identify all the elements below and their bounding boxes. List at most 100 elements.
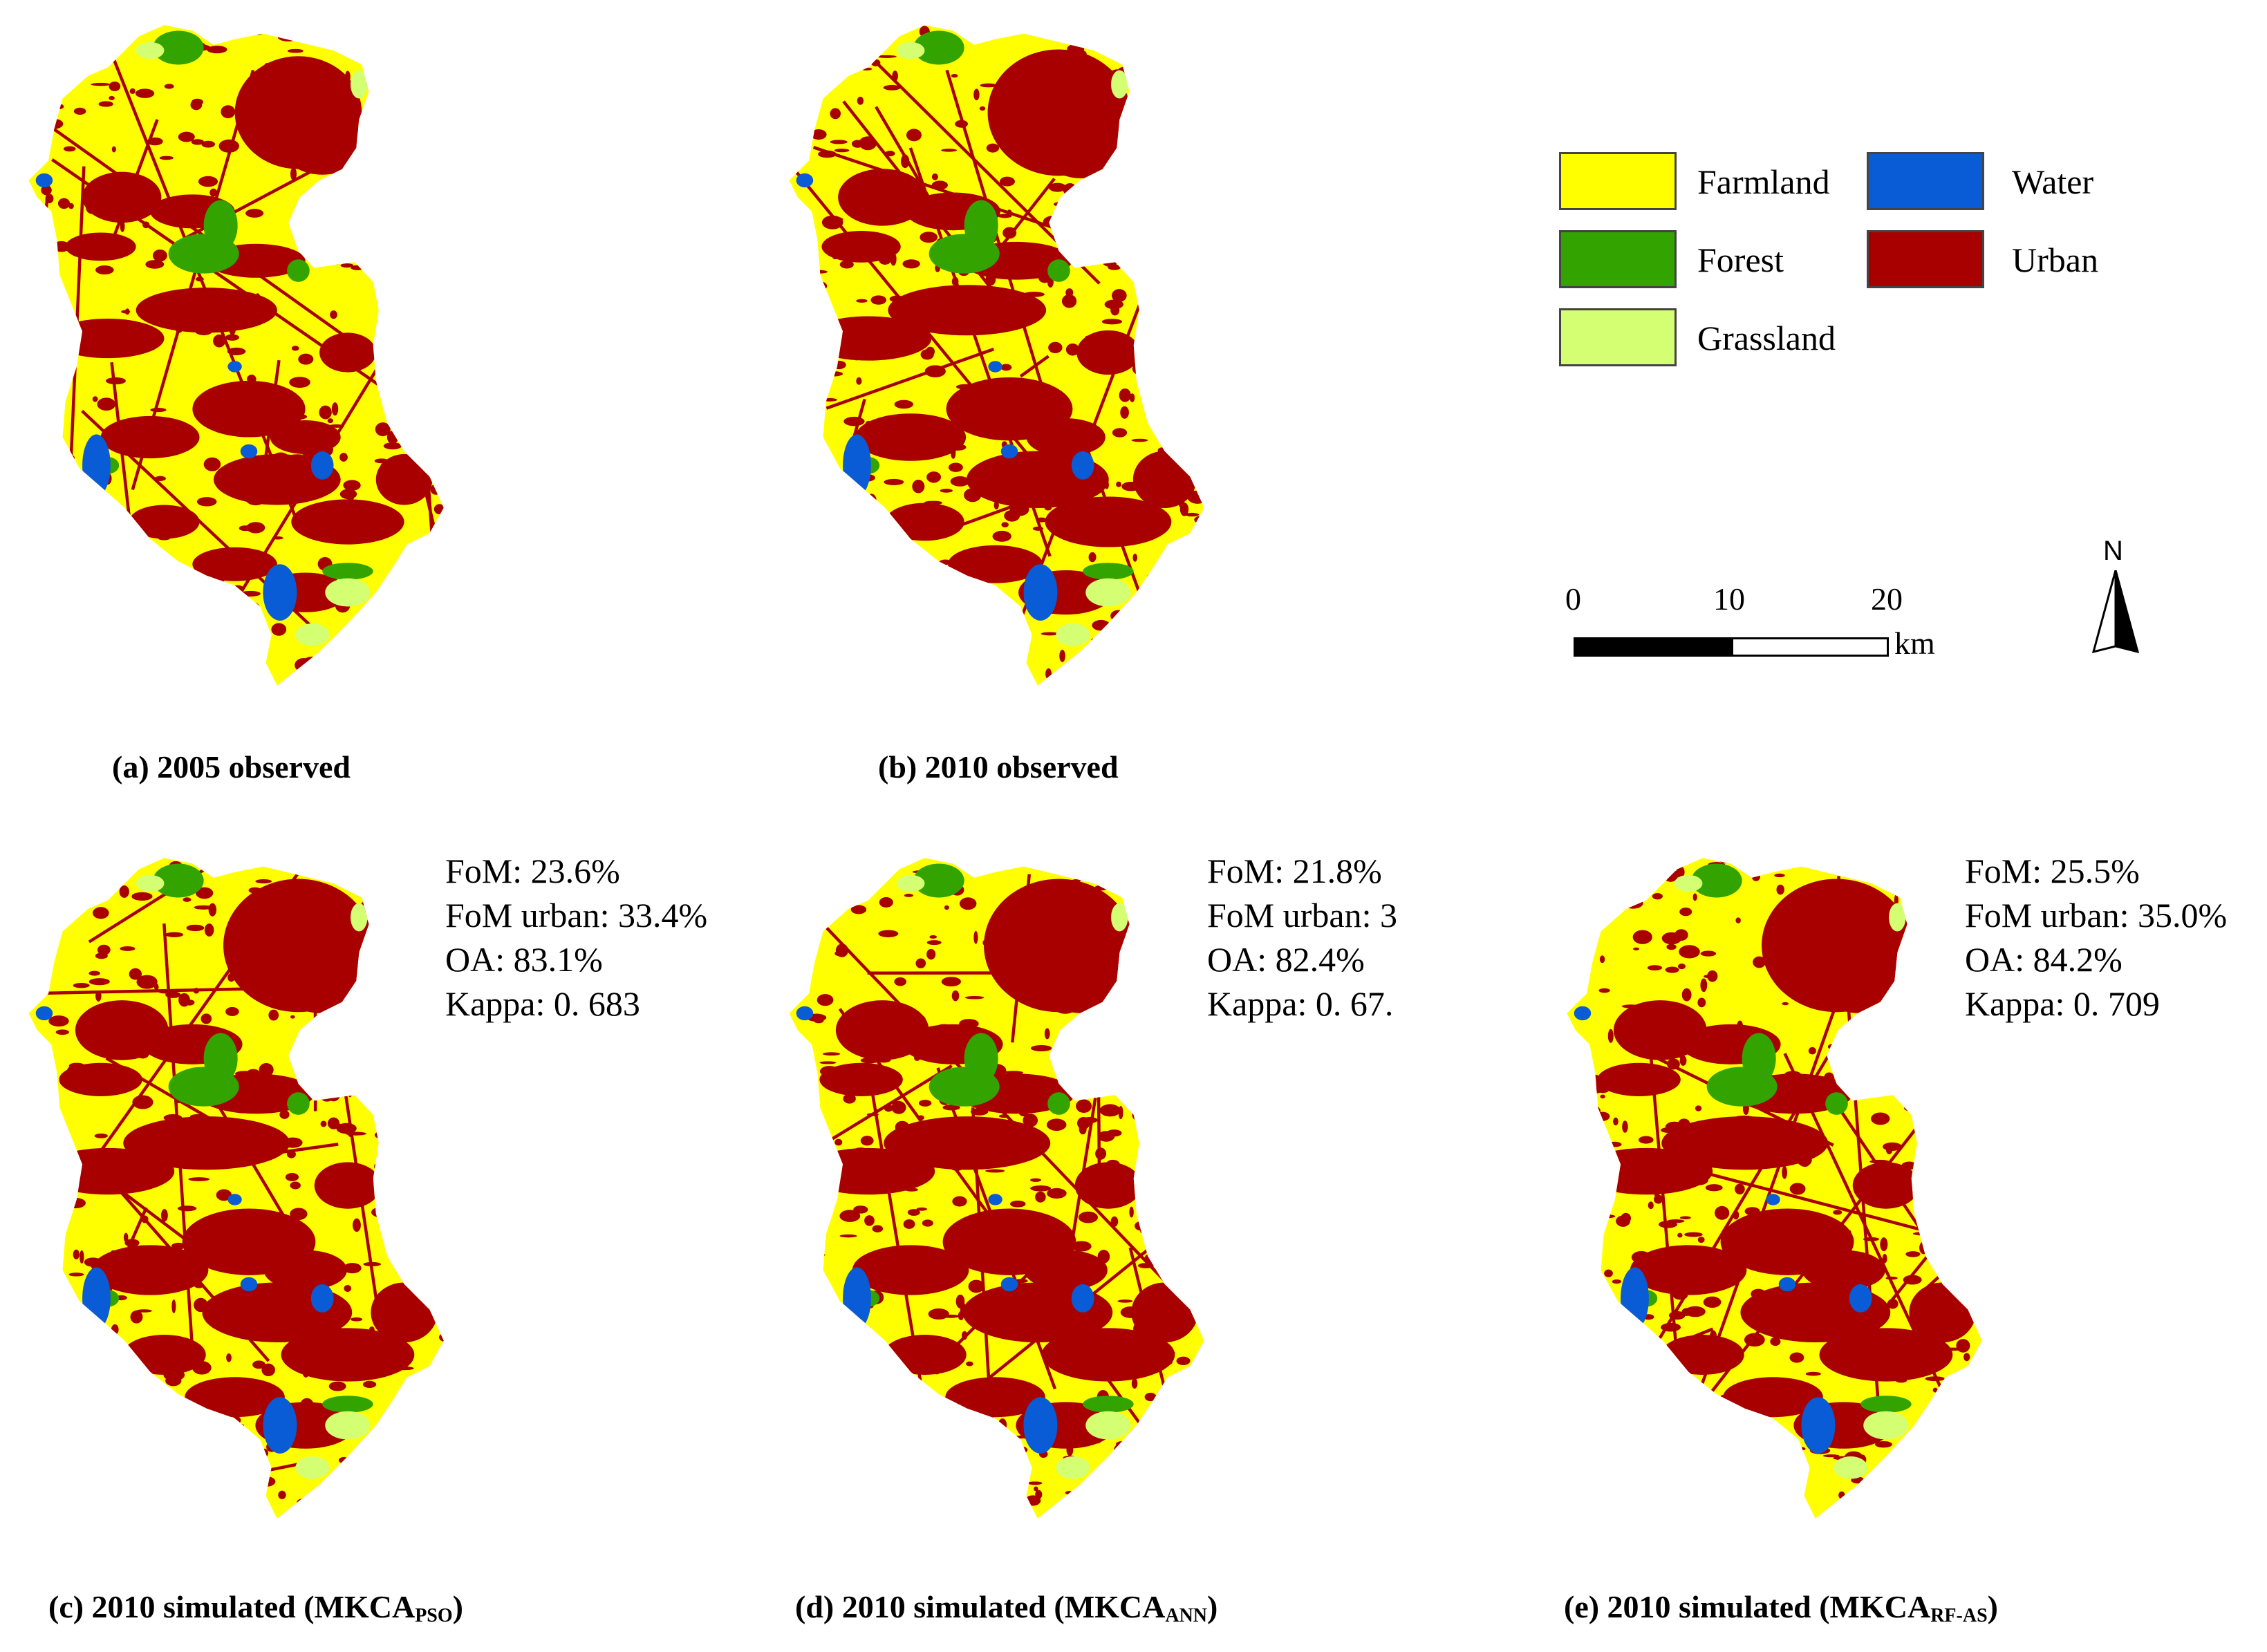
urban-patch (186, 924, 205, 932)
urban-patch (1622, 1120, 1628, 1133)
urban-patch (428, 859, 433, 868)
urban-patch (131, 892, 153, 901)
urban-patch (444, 241, 450, 251)
urban-patch (916, 657, 926, 670)
water-body (356, 158, 368, 180)
urban-patch (1139, 1445, 1159, 1452)
urban-patch (1636, 874, 1654, 879)
urban-patch (903, 1219, 915, 1229)
urban-patch (1165, 952, 1181, 958)
urban-patch (445, 1369, 460, 1374)
urban-patch (796, 398, 813, 404)
caption-a-text: (a) 2005 observed (112, 749, 351, 785)
urban-patch (1612, 1279, 1622, 1284)
urban-patch (392, 1132, 406, 1142)
urban-patch (63, 1298, 72, 1304)
urban-patch (836, 648, 848, 653)
urban-patch (65, 1140, 73, 1153)
urban-patch (232, 21, 243, 25)
urban-patch (831, 1302, 843, 1313)
urban-patch (1168, 864, 1182, 875)
urban-patch (920, 1508, 940, 1519)
urban-patch (790, 1387, 802, 1393)
urban-patch (1903, 1060, 1920, 1065)
urban-patch (915, 958, 926, 968)
urban-patch (1132, 1109, 1141, 1120)
urban-patch (396, 1399, 418, 1406)
grassland-patch (295, 1456, 330, 1479)
urban-patch (1000, 364, 1012, 371)
urban-patch (1700, 855, 1709, 858)
urban-patch (409, 1124, 420, 1137)
urban-patch (1170, 1429, 1189, 1441)
urban-patch (1852, 1162, 1920, 1209)
urban-patch (115, 1428, 128, 1441)
urban-patch (150, 408, 167, 413)
urban-corridor (75, 1340, 129, 1373)
urban-patch (154, 984, 159, 991)
urban-patch (417, 1425, 429, 1430)
urban-patch (411, 1060, 417, 1075)
urban-patch (53, 654, 71, 668)
urban-patch (1160, 206, 1182, 219)
urban-patch (941, 149, 958, 152)
urban-patch (1139, 199, 1155, 206)
urban-patch (920, 581, 937, 586)
urban-patch (35, 292, 41, 301)
urban-patch (262, 26, 277, 33)
urban-patch (968, 1279, 985, 1293)
urban-patch (894, 400, 913, 409)
urban-patch (815, 1336, 837, 1344)
urban-patch (1959, 1295, 1974, 1299)
urban-patch (1683, 1400, 1693, 1413)
urban-patch (1572, 1485, 1580, 1489)
urban-patch (213, 334, 226, 348)
urban-patch (314, 1162, 382, 1209)
urban-patch (340, 263, 354, 268)
land-use-map-b (789, 25, 1204, 686)
urban-patch (1882, 1254, 1887, 1264)
caption-b: (b) 2010 observed (878, 749, 1119, 785)
grassland-patch (896, 874, 925, 892)
urban-patch (398, 949, 407, 959)
urban-patch (1131, 438, 1148, 442)
urban-patch (1703, 1296, 1722, 1308)
urban-patch (1704, 975, 1711, 978)
urban-patch (821, 215, 843, 229)
caption-c-subscript: PSO (415, 1605, 453, 1626)
urban-patch (1659, 1221, 1677, 1228)
urban-patch (1158, 266, 1167, 274)
urban-patch (1045, 26, 1056, 35)
urban-patch (1929, 1412, 1938, 1425)
urban-patch (1599, 955, 1605, 964)
urban-patch (1948, 1470, 1970, 1479)
urban-patch (1150, 414, 1170, 424)
urban-patch (379, 147, 391, 157)
urban-patch (152, 1462, 169, 1467)
forest-patch (913, 30, 964, 65)
urban-patch (868, 852, 877, 858)
urban-patch (992, 860, 1012, 870)
urban-patch (1168, 1210, 1175, 1221)
urban-patch (190, 100, 203, 111)
urban-patch (338, 1456, 349, 1464)
urban-patch (1198, 643, 1204, 654)
urban-patch (819, 323, 839, 334)
urban-patch (1195, 992, 1204, 996)
urban-patch (861, 67, 873, 71)
urban-patch (328, 218, 337, 223)
urban-patch (951, 990, 960, 1002)
urban-patch (31, 1124, 39, 1132)
caption-b-text: (b) 2010 observed (878, 749, 1119, 785)
urban-patch (1611, 1395, 1624, 1408)
urban-patch (1684, 1232, 1703, 1237)
urban-patch (402, 1514, 415, 1519)
urban-patch (278, 1490, 286, 1499)
urban-patch (331, 402, 339, 416)
urban-patch (28, 1162, 41, 1174)
urban-patch (1597, 1062, 1681, 1096)
urban-patch (215, 1480, 233, 1487)
urban-patch (63, 146, 76, 152)
urban-patch (1095, 1007, 1108, 1020)
urban-patch (1186, 1252, 1192, 1263)
